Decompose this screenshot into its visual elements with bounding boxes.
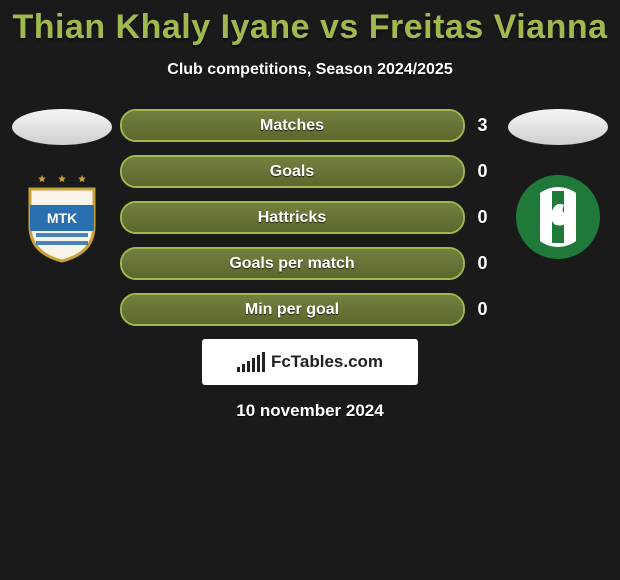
stat-pill: Hattricks [120, 201, 465, 234]
stat-pill: Goals [120, 155, 465, 188]
stat-value-right: 0 [465, 207, 501, 228]
stat-value-right: 3 [465, 115, 501, 136]
stat-label: Hattricks [122, 203, 463, 232]
team-left-crest: MTK [12, 171, 112, 263]
stat-row: Min per goal0 [0, 293, 620, 326]
stat-label: Min per goal [122, 295, 463, 324]
stat-value-right: 0 [465, 299, 501, 320]
stat-label: Matches [122, 111, 463, 140]
player-left-slot: MTK [12, 109, 112, 263]
player-left-avatar-placeholder [12, 109, 112, 145]
team-right-crest [508, 171, 608, 263]
page-subtitle: Club competitions, Season 2024/2025 [0, 61, 620, 79]
page-title: Thian Khaly Iyane vs Freitas Vianna [0, 0, 620, 47]
chart-bars-icon [237, 352, 265, 372]
stat-label: Goals [122, 157, 463, 186]
player-right-slot [508, 109, 608, 263]
stat-value-right: 0 [465, 161, 501, 182]
stats-area: MTK Matches3Goals0Hattricks0Goals per ma… [0, 109, 620, 421]
stat-value-right: 0 [465, 253, 501, 274]
svg-text:MTK: MTK [47, 210, 77, 226]
watermark-text: FcTables.com [271, 352, 383, 372]
stat-pill: Goals per match [120, 247, 465, 280]
stat-pill: Min per goal [120, 293, 465, 326]
stat-pill: Matches [120, 109, 465, 142]
player-right-avatar-placeholder [508, 109, 608, 145]
date-label: 10 november 2024 [0, 401, 620, 421]
stat-label: Goals per match [122, 249, 463, 278]
watermark: FcTables.com [202, 339, 418, 385]
